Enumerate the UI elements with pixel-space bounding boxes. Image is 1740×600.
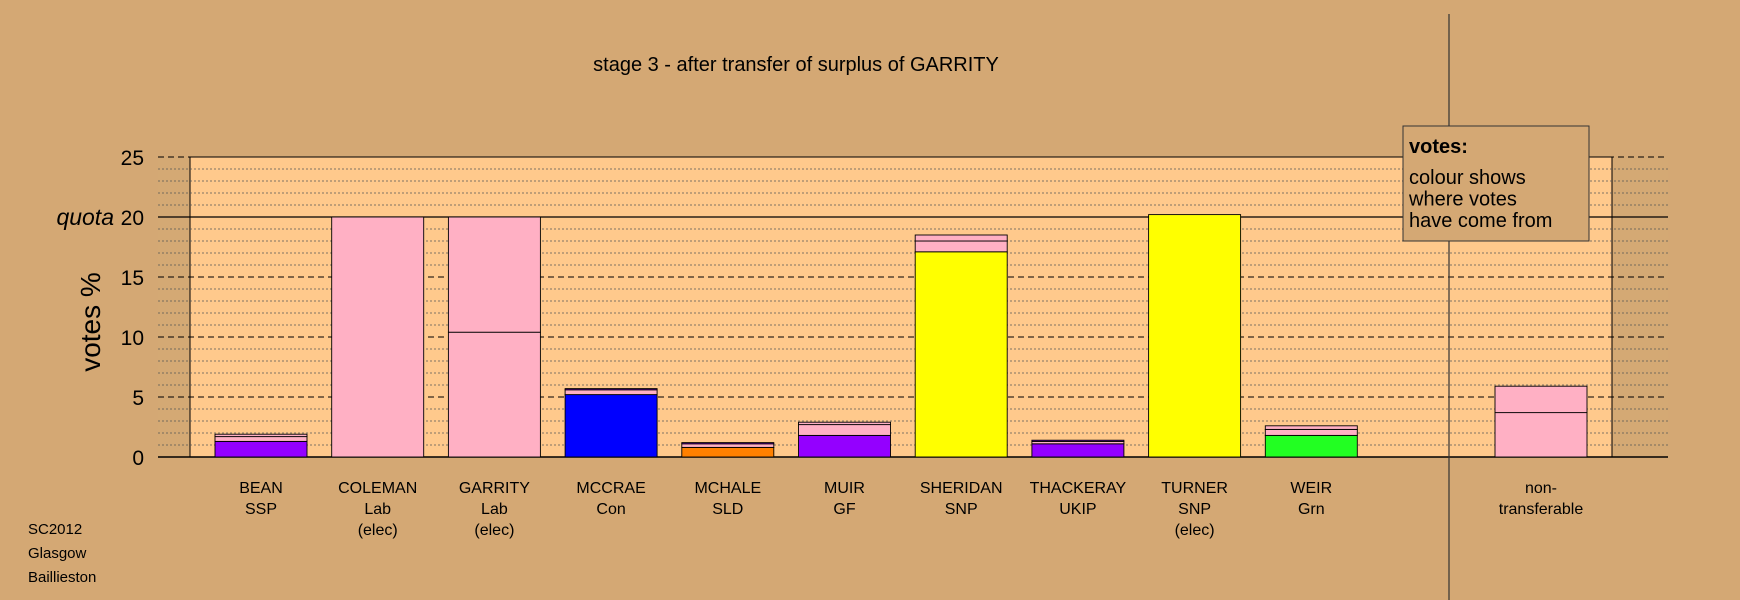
legend-line: have come from [1409, 210, 1552, 232]
plot-area [189, 156, 1613, 458]
candidate-party-muir: GF [833, 501, 855, 518]
bar-segment-mccrae [564, 389, 658, 396]
candidate-party-weir: Grn [1298, 501, 1325, 518]
legend-title: votes: [1409, 136, 1468, 158]
y-tick-label: 10 [121, 327, 144, 350]
candidate-name-mccrae: MCCRAE [576, 480, 645, 497]
footer: SC2012 Glasgow Baillieston [28, 518, 96, 590]
bar-segment-muir [798, 424, 891, 436]
candidate-status-garrity: (elec) [474, 522, 514, 539]
bar-segment-weir [1264, 434, 1358, 458]
bar-segment-mchale [681, 446, 775, 458]
footer-ward: Baillieston [28, 569, 97, 586]
candidate-party-garrity: Lab [481, 501, 508, 518]
candidate-party-thackeray: UKIP [1059, 501, 1096, 518]
candidate-status-coleman: (elec) [358, 522, 398, 539]
bar-segment-weir [1264, 425, 1358, 430]
bar-segment-nontransferable [1494, 385, 1588, 414]
bar-segment-bean [214, 433, 308, 438]
bar-segment-sheridan [914, 251, 1008, 458]
bar-segment-garrity [447, 331, 541, 458]
y-tick-label: 0 [132, 447, 144, 470]
bar-segment-thackeray [1031, 439, 1125, 442]
bar-segment-thackeray [1031, 443, 1125, 458]
bar-segment-muir [798, 434, 891, 458]
nontransferable-label-2: transferable [1499, 501, 1584, 518]
legend-line: colour shows [1409, 167, 1526, 189]
bar-segment-mccrae [564, 394, 658, 458]
candidate-name-garrity: GARRITY [459, 480, 530, 497]
candidate-name-turner: TURNER [1161, 480, 1228, 497]
candidate-status-turner: (elec) [1175, 522, 1215, 539]
bar-segment-sheridan [914, 234, 1008, 242]
candidate-party-turner: SNP [1178, 501, 1211, 518]
chart-title: stage 3 - after transfer of surplus of G… [593, 54, 999, 76]
y-tick-label: 20 [121, 207, 144, 230]
bar-segment-bean [214, 440, 308, 458]
bar-segment-turner [1148, 214, 1242, 458]
candidate-name-sheridan: SHERIDAN [920, 480, 1003, 497]
bar-segment-coleman [331, 216, 425, 458]
candidate-name-muir: MUIR [824, 480, 865, 497]
candidate-party-mchale: SLD [712, 501, 743, 518]
candidate-name-coleman: COLEMAN [338, 480, 417, 497]
bar-segment-muir [798, 421, 891, 426]
bar-segment-mccrae [564, 388, 658, 391]
bar-segment-nontransferable [1494, 412, 1588, 458]
candidate-party-coleman: Lab [364, 501, 391, 518]
bar-segment-mchale [681, 442, 775, 445]
quota-label: quota [56, 204, 114, 230]
nontransferable-label-1: non- [1525, 480, 1557, 497]
legend-box [1402, 125, 1590, 242]
candidate-party-bean: SSP [245, 501, 277, 518]
footer-city: Glasgow [28, 545, 87, 562]
candidate-name-bean: BEAN [239, 480, 283, 497]
legend-line: where votes [1408, 189, 1517, 211]
y-axis-label: votes % [75, 272, 106, 372]
bar-segment-weir [1264, 428, 1358, 436]
bar-segment-sheridan [914, 240, 1008, 253]
bar-segment-mchale [681, 443, 775, 448]
bar-segment-bean [214, 436, 308, 442]
candidate-name-mchale: MCHALE [694, 480, 761, 497]
candidate-name-thackeray: THACKERAY [1030, 480, 1127, 497]
y-tick-label: 15 [121, 267, 144, 290]
candidate-name-weir: WEIR [1290, 480, 1332, 497]
candidate-party-sheridan: SNP [945, 501, 978, 518]
y-tick-label: 5 [132, 387, 144, 410]
y-tick-label: 25 [121, 147, 144, 170]
candidate-party-mccrae: Con [596, 501, 625, 518]
footer-code: SC2012 [28, 521, 83, 538]
bar-segment-garrity [447, 216, 541, 333]
